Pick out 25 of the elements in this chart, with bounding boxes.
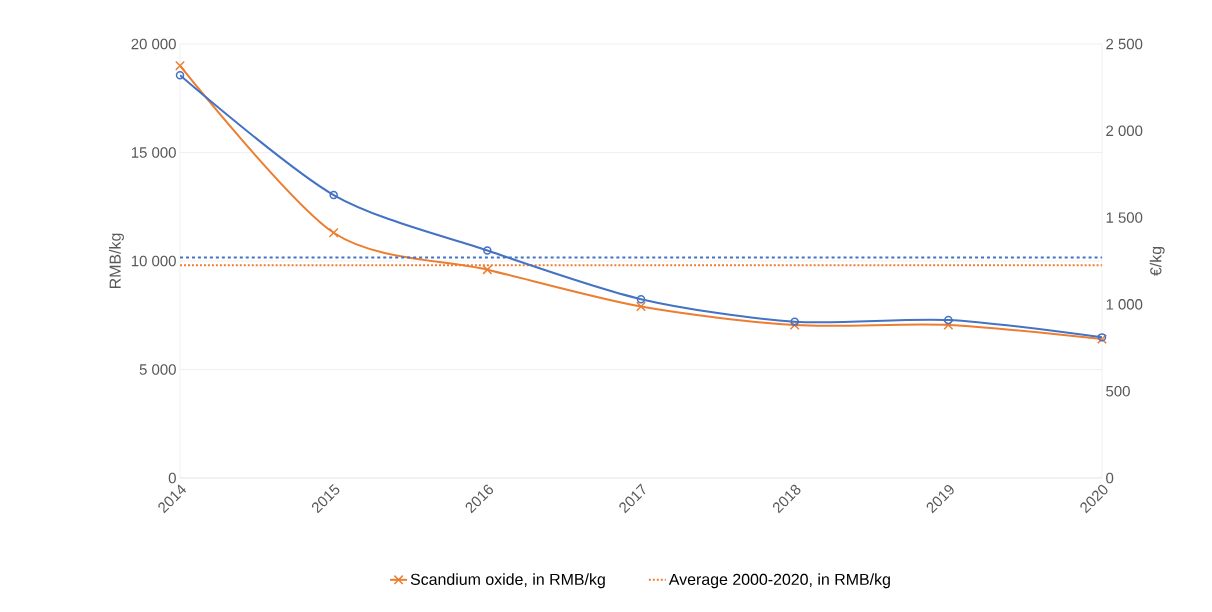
point: [483, 246, 492, 255]
y-axis-title: RMB/kg: [109, 233, 124, 289]
y2-axis-title: €/kg: [1149, 246, 1165, 276]
point: [328, 227, 339, 238]
point: [175, 71, 185, 80]
y2-tick-label: 2 000: [1106, 125, 1143, 137]
legend-label: Average 2000-2020, in RMB/kg: [668, 573, 890, 589]
legend-label: Scandium oxide, in RMB/kg: [410, 573, 605, 589]
y-tick-label: 20 000: [131, 38, 176, 50]
y2-tick-label: 1 000: [1106, 299, 1143, 310]
point: [175, 60, 185, 71]
point: [636, 301, 646, 312]
point: [944, 315, 953, 325]
y2-tick-label: 2 500: [1106, 38, 1143, 50]
y-tick-label: 10 000: [131, 255, 176, 267]
point: [790, 317, 799, 326]
y-tick-label: 5 000: [139, 364, 176, 375]
y-tick-label: 0: [168, 472, 176, 484]
y2-tick-label: 0: [1106, 472, 1114, 484]
y2-tick-label: 1 500: [1106, 212, 1143, 223]
point: [636, 294, 646, 304]
point: [482, 264, 493, 275]
y-tick-label: 15 000: [131, 147, 176, 158]
point: [329, 190, 338, 200]
y2-tick-label: 500: [1106, 385, 1130, 397]
